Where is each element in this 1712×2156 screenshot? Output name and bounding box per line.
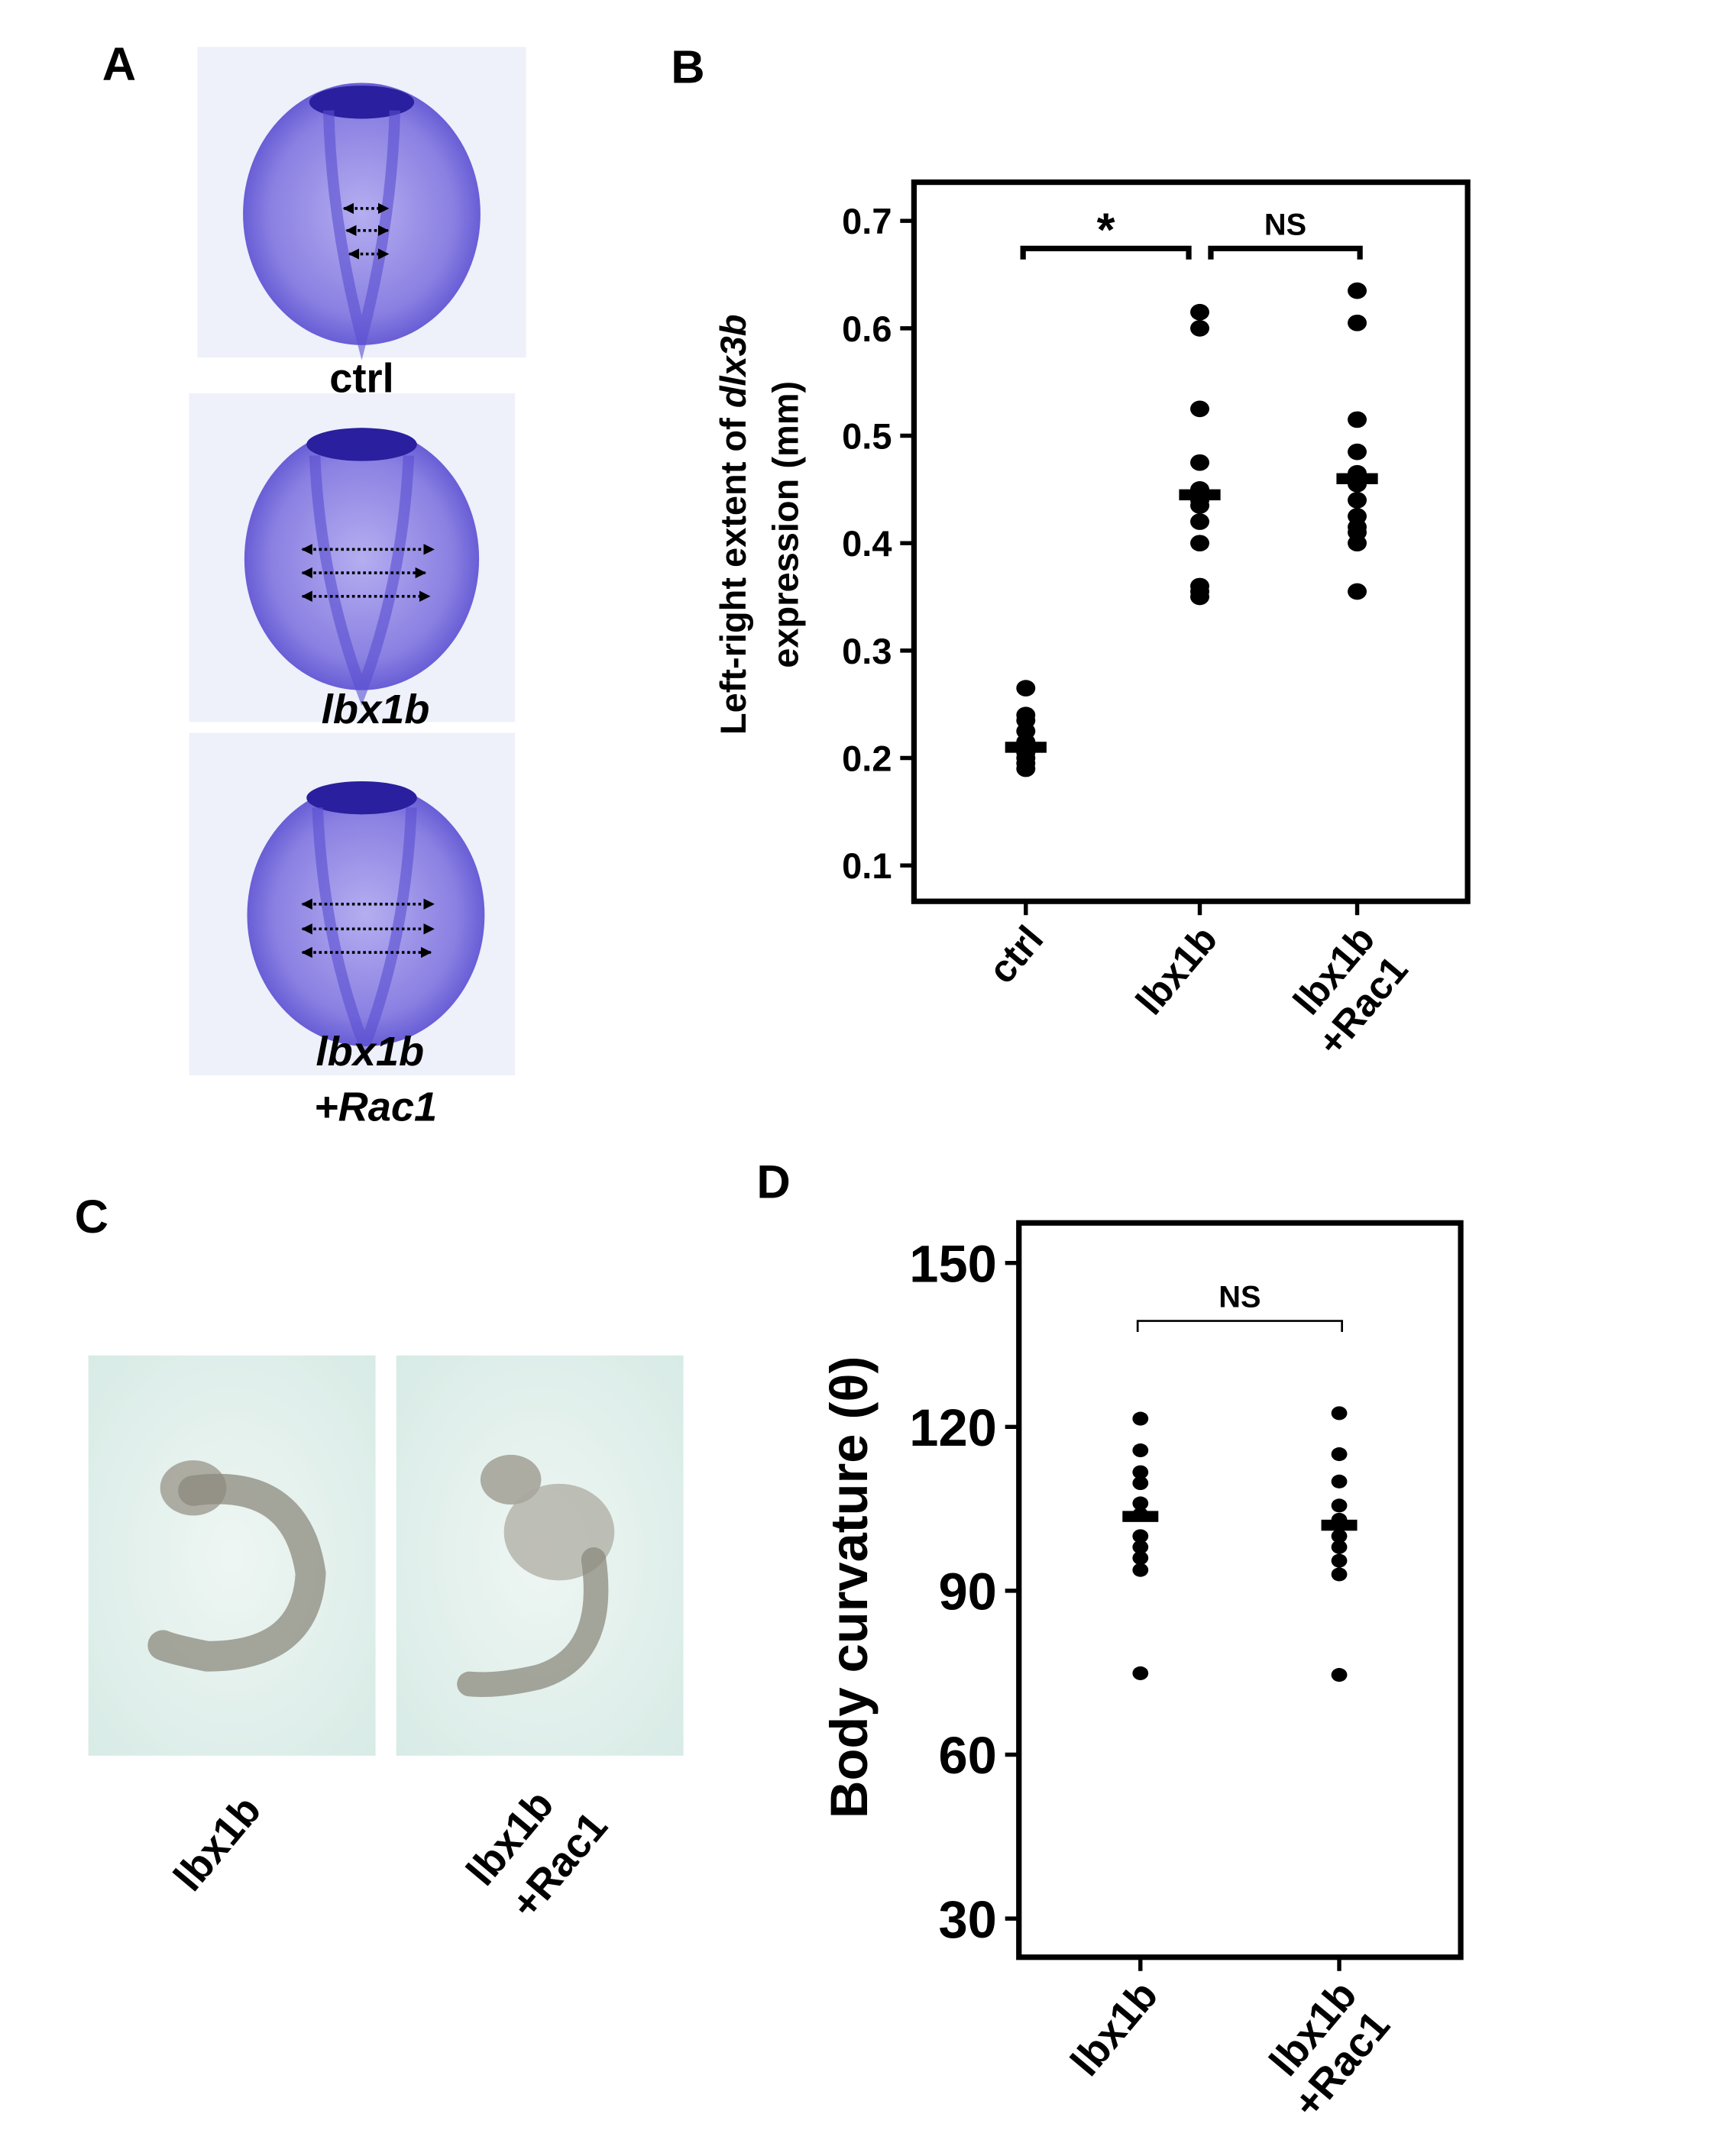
y-tick-label: 120: [909, 1398, 997, 1457]
data-point: [1331, 1447, 1348, 1462]
y-tick-label: 150: [909, 1234, 997, 1293]
larva-image-lbx1b-rac1: [396, 1355, 684, 1756]
panel-label-a: A: [102, 38, 136, 91]
data-point: [1132, 1465, 1149, 1479]
data-point: [1331, 1567, 1348, 1582]
y-tick-label: 0.6: [842, 309, 892, 349]
data-point: [1348, 583, 1367, 600]
data-point: [1348, 411, 1367, 428]
mean-bar: [1336, 473, 1378, 485]
data-point: [1016, 680, 1036, 697]
data-point: [1331, 1540, 1348, 1554]
x-category-label: lbx1b: [1128, 917, 1226, 1023]
data-point: [1348, 282, 1367, 299]
significance-label: *: [1097, 204, 1115, 257]
data-point: [1331, 1668, 1348, 1682]
larva-image-lbx1b: [88, 1355, 376, 1756]
label-lbx1b-rac1-line2: +Rac1: [314, 1084, 437, 1130]
data-point: [1331, 1474, 1348, 1489]
x-category-label: ctrl: [979, 917, 1051, 991]
data-point: [1132, 1550, 1149, 1566]
data-point: [1132, 1411, 1149, 1426]
data-point: [1190, 320, 1209, 337]
data-point: [1132, 1666, 1149, 1680]
y-tick-label: 60: [938, 1726, 996, 1785]
data-point: [1190, 588, 1209, 606]
significance-bracket: [1208, 245, 1363, 260]
data-point: [1190, 535, 1209, 552]
y-tick-label: 0.5: [842, 415, 892, 456]
significance-label: NS: [1264, 208, 1306, 241]
chart-d-ylabel: Body curvature (θ): [820, 1356, 879, 1819]
data-point: [1331, 1553, 1348, 1568]
panel-label-b: B: [671, 40, 704, 93]
y-tick-label: 30: [938, 1890, 996, 1949]
data-point: [1132, 1540, 1149, 1554]
data-point: [1190, 513, 1209, 530]
data-point: [1016, 760, 1036, 777]
data-point: [1190, 400, 1209, 418]
data-point: [1331, 1406, 1348, 1421]
data-point: [1132, 1529, 1149, 1543]
panel-label-c: C: [75, 1191, 108, 1243]
chart-b-ylabel-line1: Left-right extent of dlx3b: [713, 314, 753, 735]
data-point: [1348, 535, 1367, 552]
label-lbx1b: lbx1b: [322, 687, 430, 732]
label-c-lbx1b: lbx1b: [165, 1787, 270, 1899]
significance-bracket: [1136, 1320, 1344, 1333]
significance-bracket: [1020, 245, 1192, 260]
x-category-label: lbx1b: [1062, 1972, 1167, 2084]
y-tick-label: 0.3: [842, 631, 892, 671]
data-point: [1348, 443, 1367, 461]
data-point: [1190, 497, 1209, 514]
data-point: [1348, 492, 1367, 509]
data-point: [1132, 1443, 1149, 1458]
y-tick-label: 0.4: [842, 523, 892, 564]
y-tick-label: 0.2: [842, 738, 892, 778]
y-tick-label: 0.7: [842, 201, 892, 241]
mean-bar: [1179, 489, 1221, 501]
y-tick-label: 90: [938, 1563, 996, 1621]
data-point: [1331, 1498, 1348, 1513]
significance-label: NS: [1218, 1281, 1261, 1314]
mean-bar: [1122, 1511, 1159, 1522]
label-lbx1b-rac1-line1: lbx1b: [316, 1029, 425, 1075]
data-point: [1132, 1496, 1149, 1511]
chart-b-ylabel-line2: expression (mm): [765, 381, 806, 668]
data-point: [1331, 1529, 1348, 1543]
mean-bar: [1005, 742, 1047, 753]
chart-d-frame: [1016, 1220, 1464, 1960]
data-point: [1132, 1563, 1149, 1577]
data-point: [1132, 1476, 1149, 1491]
embryo-ctrl: [197, 47, 526, 360]
embryo-lbx1b: [189, 393, 516, 722]
data-point: [1348, 314, 1367, 331]
embryo-lbx1b-rac1: [189, 732, 516, 1075]
data-point: [1190, 303, 1209, 321]
panel-label-d: D: [756, 1156, 790, 1209]
mean-bar: [1321, 1519, 1358, 1531]
chart-b: Left-right extent of dlx3b expression (m…: [713, 179, 1471, 1064]
data-point: [1190, 454, 1209, 471]
y-tick-label: 0.1: [842, 845, 892, 886]
